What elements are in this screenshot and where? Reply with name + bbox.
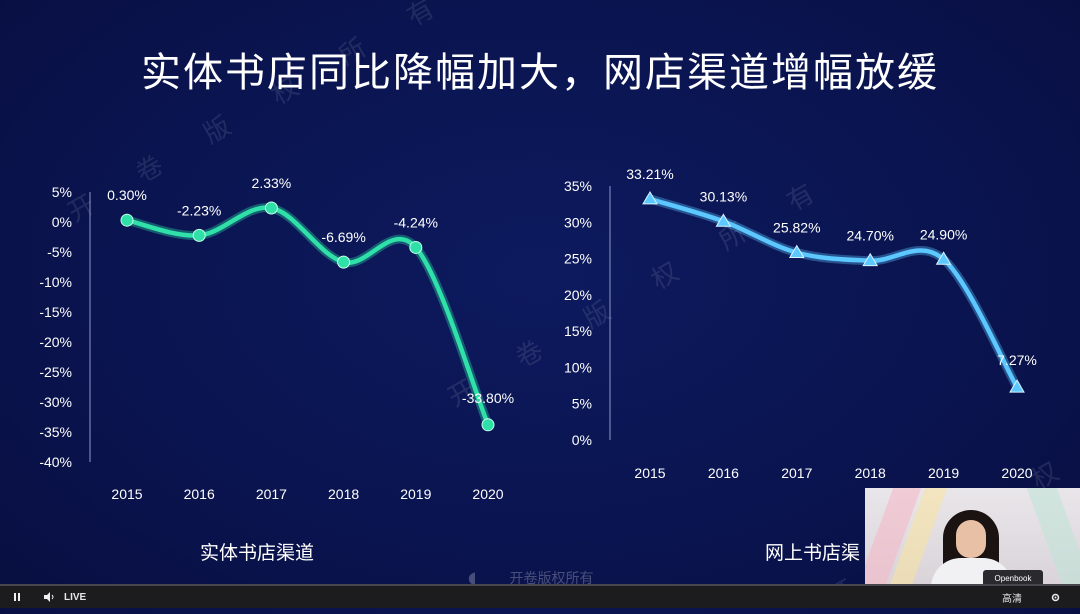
x-tick-label: 2015: [111, 486, 142, 502]
chart-caption-right: 网上书店渠: [765, 542, 861, 564]
data-point: [409, 240, 423, 254]
y-tick-label: -10%: [39, 274, 72, 290]
data-label: 30.13%: [700, 188, 747, 204]
logo-mark-icon: ◖: [468, 568, 477, 587]
x-tick-label: 2020: [472, 486, 503, 502]
data-point: [481, 418, 495, 432]
data-label: 24.70%: [846, 228, 893, 244]
data-label: -33.80%: [462, 390, 514, 406]
data-point: [788, 244, 805, 259]
x-tick-label: 2016: [708, 465, 739, 481]
quality-button[interactable]: 高清: [1002, 593, 1022, 605]
data-label: 0.30%: [107, 187, 147, 203]
data-point: [192, 228, 206, 242]
x-tick-label: 2018: [855, 465, 886, 481]
y-tick-label: -30%: [39, 394, 72, 410]
y-tick-label: 25%: [564, 251, 592, 267]
y-tick-label: 20%: [564, 287, 592, 303]
progress-bar[interactable]: [0, 584, 1080, 586]
y-tick-label: 0%: [52, 214, 72, 230]
player-control-bar: LIVE 高清: [0, 586, 1080, 608]
data-label: 24.90%: [920, 226, 967, 242]
volume-icon[interactable]: [38, 586, 60, 608]
settings-icon[interactable]: [1044, 586, 1066, 608]
footer-logo-text: 开卷版权所有: [509, 571, 594, 587]
y-tick-label: 15%: [564, 323, 592, 339]
y-tick-label: -40%: [39, 454, 72, 470]
data-point: [862, 252, 879, 267]
data-point: [1009, 379, 1025, 393]
chart-caption-left: 实体书店渠道: [200, 542, 315, 564]
data-point: [337, 255, 351, 269]
x-tick-label: 2015: [634, 465, 665, 481]
presenter-video[interactable]: Openbook: [865, 488, 1080, 588]
live-indicator: LIVE: [64, 591, 87, 603]
x-tick-label: 2019: [400, 486, 431, 502]
y-tick-label: 30%: [564, 214, 592, 230]
data-label: 7.27%: [997, 352, 1037, 368]
laptop-label: Openbook: [983, 570, 1043, 588]
slide-title: 实体书店同比降幅加大，网店渠道增幅放缓: [141, 50, 939, 96]
footer-logo: ◖ 开卷版权所有: [468, 568, 594, 588]
data-label: 25.82%: [773, 220, 820, 236]
y-tick-label: 5%: [52, 184, 72, 200]
y-tick-label: -5%: [47, 244, 72, 260]
data-point: [264, 201, 278, 215]
data-point: [715, 213, 732, 227]
data-label: 2.33%: [252, 175, 292, 191]
data-point: [642, 191, 658, 205]
data-label: 33.21%: [626, 166, 673, 182]
y-tick-label: 0%: [572, 432, 592, 448]
y-tick-label: 35%: [564, 178, 592, 194]
y-tick-label: -20%: [39, 334, 72, 350]
y-tick-label: -15%: [39, 304, 72, 320]
data-point: [935, 251, 952, 265]
y-tick-label: 5%: [572, 396, 592, 412]
y-tick-label: -25%: [39, 364, 72, 380]
y-tick-label: 10%: [564, 359, 592, 375]
y-tick-label: -35%: [39, 424, 72, 440]
x-tick-label: 2020: [1001, 465, 1032, 481]
x-tick-label: 2017: [781, 465, 812, 481]
x-tick-label: 2019: [928, 465, 959, 481]
data-label: -4.24%: [394, 214, 438, 230]
x-tick-label: 2018: [328, 486, 359, 502]
data-label: -2.23%: [177, 202, 221, 218]
x-tick-label: 2017: [256, 486, 287, 502]
pause-icon[interactable]: [6, 586, 28, 608]
x-tick-label: 2016: [184, 486, 215, 502]
data-point: [120, 213, 134, 227]
presenter-face: [956, 520, 986, 558]
data-label: -6.69%: [321, 229, 365, 245]
